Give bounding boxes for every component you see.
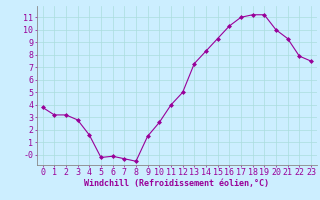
X-axis label: Windchill (Refroidissement éolien,°C): Windchill (Refroidissement éolien,°C) xyxy=(84,179,269,188)
